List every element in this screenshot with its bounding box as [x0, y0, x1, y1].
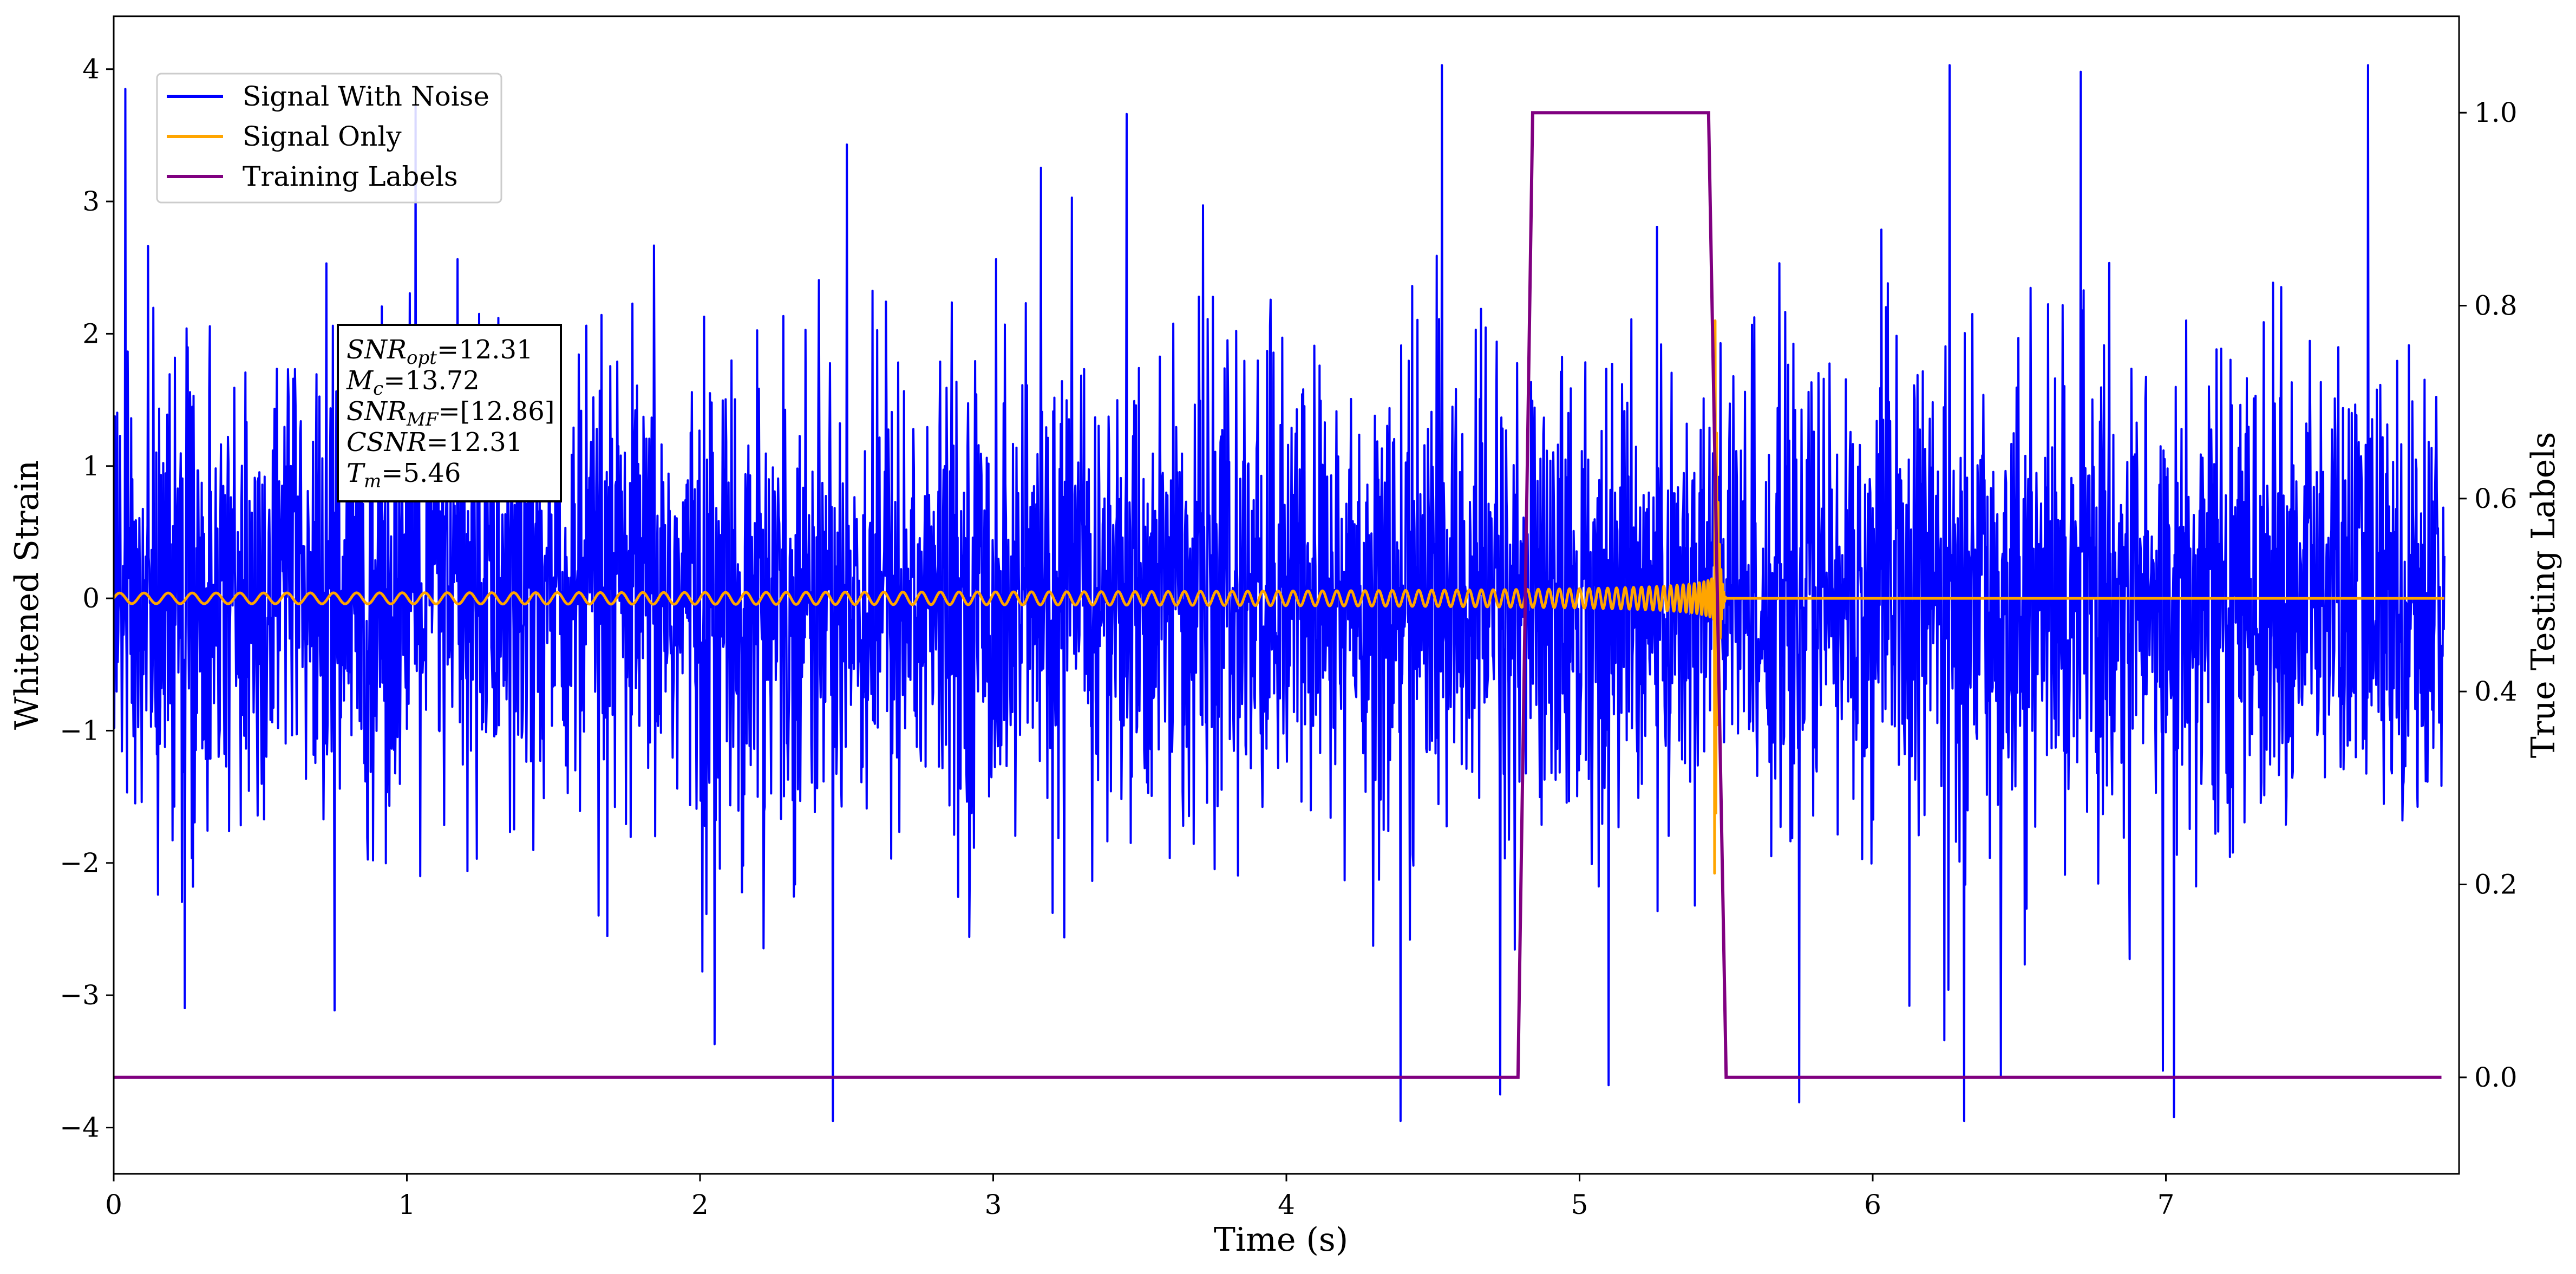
- y-tick-label: 0: [82, 583, 100, 614]
- signal-only-line: [114, 319, 2444, 875]
- y-tick-label: 3: [82, 186, 100, 217]
- annotation-line: SNRMF=[12.86]: [346, 396, 555, 430]
- legend: Signal With Noise Signal Only Training Lab…: [156, 73, 502, 204]
- y-axis-title: Whitened Strain: [8, 460, 46, 730]
- y2-tick-label: 0.6: [2474, 483, 2518, 514]
- y2-tick-label: 0.4: [2474, 676, 2518, 707]
- x-axis-title: Time (s): [1214, 1221, 1348, 1259]
- y2-axis-title: True Testing Labels: [2525, 432, 2562, 759]
- legend-label: Training Labels: [243, 161, 458, 192]
- series-signal-with-noise: [114, 64, 2446, 1122]
- legend-label: Signal Only: [243, 121, 402, 152]
- series-signal-only: [114, 319, 2444, 875]
- annotation-line: SNRopt=12.31: [346, 335, 533, 369]
- y-axis-right: 0.0 0.2 0.4 0.6 0.8 1.0: [2459, 97, 2518, 1093]
- y2-tick-label: 1.0: [2474, 97, 2518, 128]
- x-tick-label: 7: [2157, 1189, 2175, 1220]
- y-tick-label: 4: [82, 54, 100, 85]
- x-tick-label: 5: [1571, 1189, 1588, 1220]
- x-axis: 0 1 2 3 4 5 6 7: [105, 1174, 2174, 1220]
- annotation-line: Tm=5.46: [346, 458, 461, 492]
- x-tick-label: 3: [985, 1189, 1002, 1220]
- annotation-box: [337, 324, 562, 502]
- y-tick-label: 2: [82, 318, 100, 349]
- annotation-line: Mc=13.72: [346, 365, 480, 400]
- parameter-annotation: SNRopt=12.31Mc=13.72SNRMF=[12.86]CSNR=12…: [337, 324, 562, 502]
- annotation-line: CSNR=12.31: [346, 427, 522, 458]
- y-tick-label: −3: [60, 979, 100, 1011]
- x-tick-label: 1: [398, 1189, 416, 1220]
- x-tick-label: 0: [105, 1189, 122, 1220]
- training-labels-line: [114, 111, 2442, 1079]
- noise-line: [114, 64, 2446, 1122]
- x-tick-label: 6: [1864, 1189, 1881, 1220]
- y-tick-label: −4: [60, 1112, 100, 1143]
- x-tick-label: 4: [1278, 1189, 1295, 1220]
- series-training-labels: [114, 111, 2442, 1079]
- y2-tick-label: 0.2: [2474, 869, 2518, 900]
- y2-tick-label: 0.0: [2474, 1062, 2518, 1093]
- y2-tick-label: 0.8: [2474, 290, 2518, 322]
- legend-box: [156, 73, 502, 204]
- y-tick-label: 1: [82, 450, 100, 482]
- x-tick-label: 2: [691, 1189, 709, 1220]
- legend-label: Signal With Noise: [243, 81, 489, 112]
- y-tick-label: −1: [60, 715, 100, 746]
- y-tick-label: −2: [60, 847, 100, 879]
- y-axis-left: −4 −3 −2 −1 0 1 2 3 4: [60, 54, 114, 1143]
